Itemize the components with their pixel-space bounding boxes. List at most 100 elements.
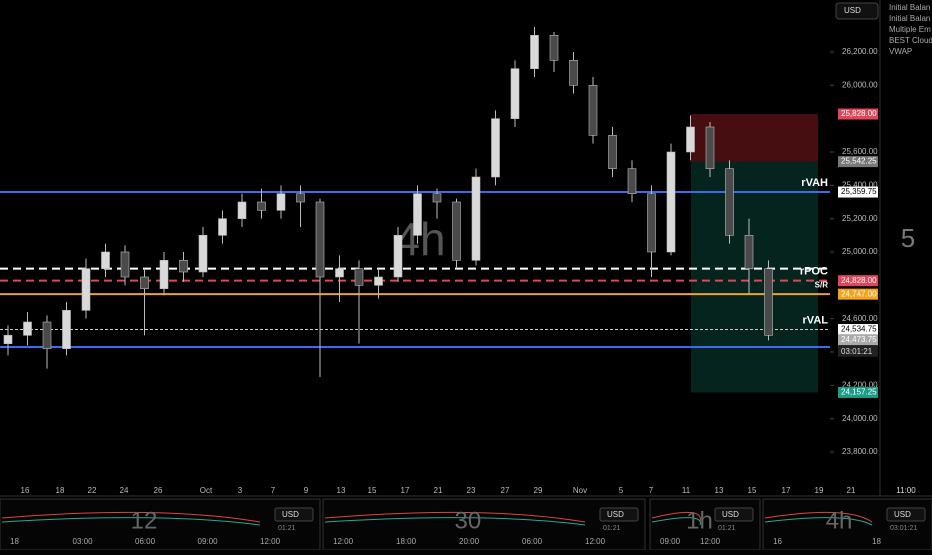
price-tag: [838, 288, 878, 300]
candle-body: [335, 268, 344, 278]
panel-currency-button[interactable]: [274, 507, 314, 522]
candle-body: [510, 68, 520, 119]
candle-body: [276, 193, 286, 211]
x-tick-label: 15: [748, 486, 757, 495]
candle-body: [296, 193, 305, 203]
x-tick-label: 19: [815, 486, 824, 495]
target-zone: [691, 161, 818, 393]
price-tag-label: 25,359.75: [841, 187, 877, 196]
y-tick-label: 25,400.00: [842, 180, 878, 189]
panel-timer: 01:21: [603, 525, 621, 532]
panel-x-label: 06:00: [135, 537, 156, 546]
candle-body: [81, 268, 91, 311]
panel-watermark: 12: [131, 507, 158, 534]
price-tag: [838, 108, 878, 120]
panel-currency[interactable]: USD: [722, 510, 739, 519]
panel-currency[interactable]: USD: [282, 510, 299, 519]
panel-currency-button[interactable]: [886, 507, 926, 522]
x-tick-label: 22: [88, 486, 97, 495]
panel-currency-button[interactable]: [714, 507, 754, 522]
candle-body: [471, 176, 481, 261]
candle-body: [42, 321, 52, 349]
side-time: 11:00: [896, 486, 916, 495]
price-tag-label: 24,157.25: [841, 388, 877, 397]
candle-body: [120, 251, 130, 278]
x-tick-label: 11: [682, 486, 691, 495]
y-tick-label: 25,600.00: [842, 147, 878, 156]
y-tick-label: 25,000.00: [842, 247, 878, 256]
x-tick-label: Oct: [200, 486, 213, 495]
x-tick-label: 26: [154, 486, 163, 495]
legend-entry: Initial Balan: [889, 3, 930, 12]
candle-body: [218, 218, 227, 236]
candle-body: [413, 193, 422, 236]
x-tick-label: 3: [238, 486, 243, 495]
x-tick-label: 15: [368, 486, 377, 495]
panel-x-label: 12:00: [585, 537, 606, 546]
x-tick-label: 17: [782, 486, 791, 495]
currency-button[interactable]: [835, 2, 879, 20]
x-tick-label: 23: [467, 486, 476, 495]
panel-x-label: 12:00: [333, 537, 354, 546]
price-tag: [838, 186, 878, 198]
panel-currency[interactable]: USD: [894, 510, 911, 519]
panel-line: [324, 511, 586, 523]
x-tick-label: 24: [120, 486, 129, 495]
panel-timer: 01:21: [718, 525, 736, 532]
price-tag-label: 24,747.00: [841, 289, 877, 298]
panel-line: [1, 517, 261, 526]
price-tag-label: 24,473.75: [841, 335, 877, 344]
candle-body: [491, 118, 500, 178]
x-tick-label: 9: [304, 486, 309, 495]
x-tick-label: 16: [21, 486, 30, 495]
price-tag: [838, 275, 878, 287]
x-tick-label: 5: [619, 486, 624, 495]
panel-x-label: 18:00: [396, 537, 417, 546]
x-tick-label: 13: [337, 486, 346, 495]
legend-entry: BEST Cloud: [889, 36, 932, 45]
panel-currency-button[interactable]: [599, 507, 639, 522]
price-tag: [838, 324, 878, 336]
panel-x-label: 18: [10, 537, 19, 546]
candle-body: [569, 60, 578, 86]
panel-timer: 01:21: [278, 525, 296, 532]
legend-entry: Initial Balan: [889, 14, 930, 23]
y-tick-label: 25,200.00: [842, 214, 878, 223]
price-tag-label: 24,828.00: [841, 276, 877, 285]
candle-body: [140, 276, 149, 289]
x-tick-label: 21: [847, 486, 856, 495]
panel-timer: 03:01:21: [890, 525, 917, 532]
panel-x-label: 18: [872, 537, 881, 546]
panel-watermark: 4h: [826, 507, 853, 534]
panel: [0, 498, 321, 551]
candle-body: [23, 321, 32, 336]
candle-body: [101, 251, 110, 269]
candle-body: [744, 235, 754, 269]
panel-x-label: 09:00: [198, 537, 219, 546]
candle-body: [3, 335, 13, 344]
panel-x-label: 16: [773, 537, 782, 546]
panel-x-label: 12:00: [260, 537, 281, 546]
candle-body: [530, 35, 539, 69]
panel-x-label: 06:00: [522, 537, 543, 546]
candle-body: [237, 201, 247, 219]
candle-body: [198, 235, 208, 273]
price-tag-label: 25,828.00: [841, 109, 877, 118]
currency[interactable]: USD: [844, 6, 861, 15]
x-tick-label: 7: [271, 486, 276, 495]
level-label: S/R: [815, 280, 829, 289]
candle-body: [627, 168, 637, 194]
candle-body: [374, 276, 383, 286]
countdown-bg: [838, 345, 878, 357]
candle-body: [62, 310, 71, 349]
price-tag: [838, 386, 878, 398]
candle-body: [159, 260, 169, 289]
panel-line: [1, 511, 261, 523]
panel-x-label: 03:00: [73, 537, 94, 546]
candle-body: [705, 126, 715, 169]
side-watermark: 5: [901, 223, 915, 253]
x-tick-label: 27: [501, 486, 510, 495]
panel-currency[interactable]: USD: [607, 510, 624, 519]
candle-body: [315, 201, 325, 278]
